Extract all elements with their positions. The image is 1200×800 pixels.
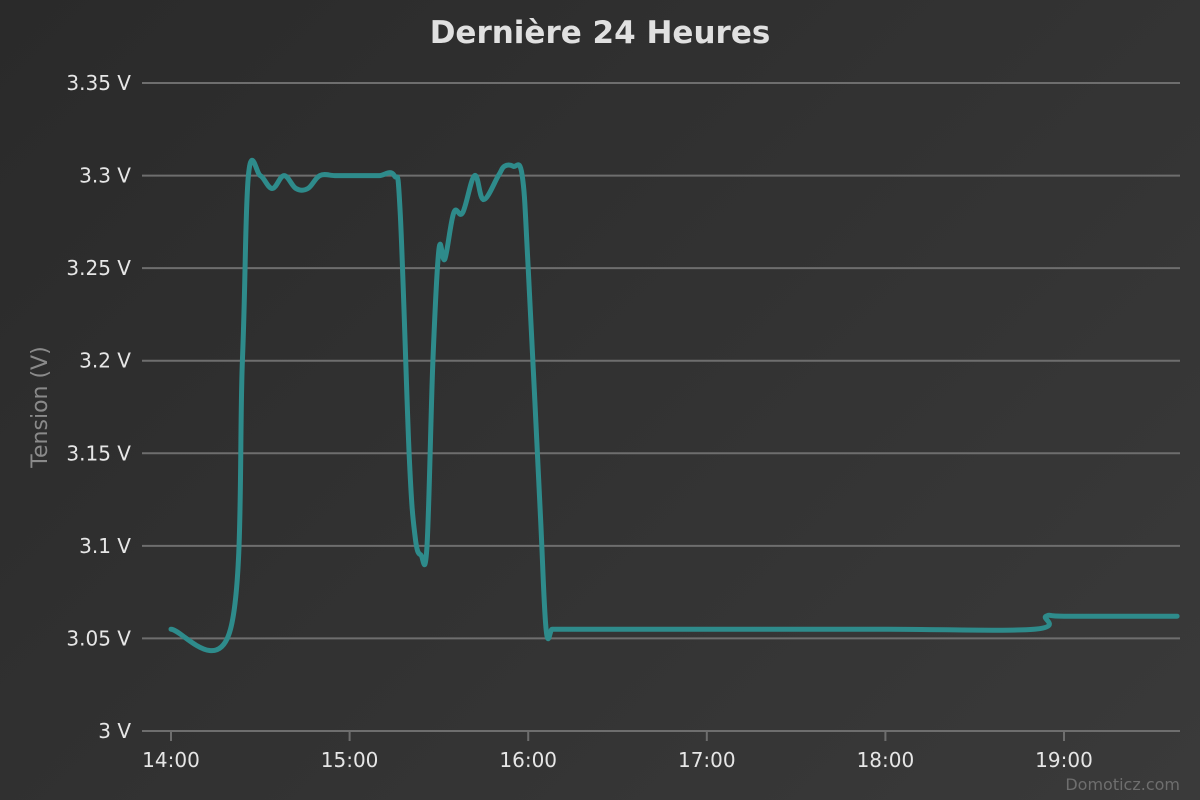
credits-link[interactable]: Domoticz.com: [1065, 775, 1180, 794]
y-tick-label: 3.2 V: [79, 349, 131, 373]
x-tick-label: 19:00: [1035, 748, 1093, 772]
x-tick-label: 18:00: [857, 748, 915, 772]
y-tick-label: 3.25 V: [66, 256, 131, 280]
y-axis-label: Tension (V): [28, 346, 53, 468]
y-tick-label: 3 V: [98, 719, 131, 743]
y-tick-label: 3.1 V: [79, 534, 131, 558]
x-tick-label: 14:00: [142, 748, 200, 772]
grid-lines: [142, 82, 1180, 732]
y-axis-ticks: 3 V 3.05 V 3.1 V 3.15 V 3.2 V 3.25 V 3.3 V 3.35…: [66, 71, 131, 743]
y-tick-label: 3.15 V: [66, 441, 131, 465]
x-tick-label: 16:00: [499, 748, 557, 772]
series-line-0: [168, 157, 1180, 654]
y-tick-label: 3.05 V: [66, 626, 131, 650]
chart-title: Dernière 24 Heures: [430, 15, 771, 51]
x-axis-ticks: 14:00 15:00 16:00 17:00 18:00 19:00: [142, 731, 1093, 772]
x-tick-label: 17:00: [678, 748, 736, 772]
series-group: [168, 157, 1180, 654]
y-tick-label: 3.3 V: [79, 164, 131, 188]
y-tick-label: 3.35 V: [66, 71, 131, 95]
x-tick-label: 15:00: [321, 748, 379, 772]
